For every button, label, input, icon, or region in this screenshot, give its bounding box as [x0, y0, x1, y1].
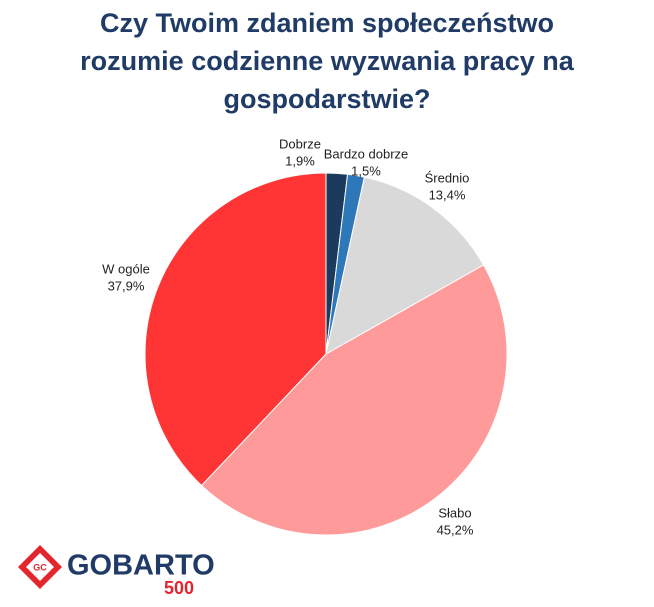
- slice-label: Średnio: [425, 170, 470, 185]
- chart-title: Czy Twoim zdaniem społeczeństwo rozumie …: [80, 8, 574, 114]
- value-label: 37,9%: [108, 278, 145, 293]
- value-label: 1,5%: [351, 163, 381, 178]
- pie-slice: [144, 172, 327, 487]
- slice-label: W ogóle: [102, 261, 150, 276]
- slice-label: Bardzo dobrze: [324, 146, 409, 161]
- pie-slice: [325, 176, 485, 355]
- pie-slice: [200, 264, 508, 536]
- slice-label: Dobrze: [279, 136, 321, 151]
- value-label: 13,4%: [429, 187, 466, 202]
- logo: GC GOBARTO 500: [18, 545, 215, 598]
- logo-number: 500: [164, 578, 194, 598]
- slice-label: Słabo: [438, 505, 471, 520]
- value-label: 45,2%: [437, 522, 474, 537]
- value-label: 1,9%: [285, 153, 315, 168]
- logo-badge-inner: [26, 553, 54, 581]
- logo-name: GOBARTO: [67, 550, 215, 582]
- logo-badge-text: GC: [33, 562, 47, 572]
